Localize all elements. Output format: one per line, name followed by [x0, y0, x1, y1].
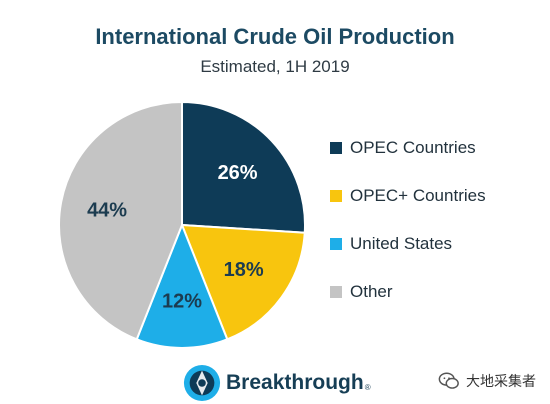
legend-item-other: Other	[330, 280, 486, 304]
chart-title: International Crude Oil Production	[95, 24, 455, 49]
legend-label-opec-plus: OPEC+ Countries	[350, 186, 486, 205]
pie-label-other: 44%	[87, 200, 127, 222]
pie-slice-other	[57, 100, 183, 341]
legend-swatch-united-states	[330, 238, 342, 250]
legend-label-opec: OPEC Countries	[350, 138, 476, 157]
pie-slice-opec-countries	[180, 223, 306, 341]
logo-trademark: ®	[364, 383, 371, 392]
legend: OPEC Countries OPEC+ Countries United St…	[330, 136, 486, 328]
legend-label-united-states: United States	[350, 234, 453, 253]
chart-subtitle: Estimated, 1H 2019	[200, 57, 350, 76]
legend-swatch-opec-plus	[330, 190, 342, 202]
breakthrough-logo: Breakthrough ®	[183, 364, 371, 402]
legend-label-other: Other	[350, 282, 393, 301]
legend-swatch-other	[330, 286, 342, 298]
pie-label-opec-countries: 26%	[218, 162, 258, 184]
pie-slice-opec-countries	[181, 100, 306, 234]
logo-text: Breakthrough	[226, 371, 364, 394]
pie-label-united-states: 12%	[162, 290, 202, 312]
legend-item-opec-plus: OPEC+ Countries	[330, 184, 486, 208]
pie-label-opec-countries: 18%	[224, 259, 264, 281]
wechat-icon	[438, 372, 459, 389]
watermark: 大地采集者	[438, 370, 536, 392]
watermark-text: 大地采集者	[466, 373, 536, 389]
breakthrough-logo-icon	[183, 364, 221, 402]
legend-item-united-states: United States	[330, 232, 486, 256]
legend-item-opec: OPEC Countries	[330, 136, 486, 160]
pie-slice-united-states	[135, 222, 229, 349]
legend-swatch-opec	[330, 142, 342, 154]
